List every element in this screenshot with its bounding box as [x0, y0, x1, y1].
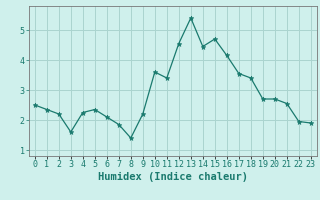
X-axis label: Humidex (Indice chaleur): Humidex (Indice chaleur): [98, 172, 248, 182]
